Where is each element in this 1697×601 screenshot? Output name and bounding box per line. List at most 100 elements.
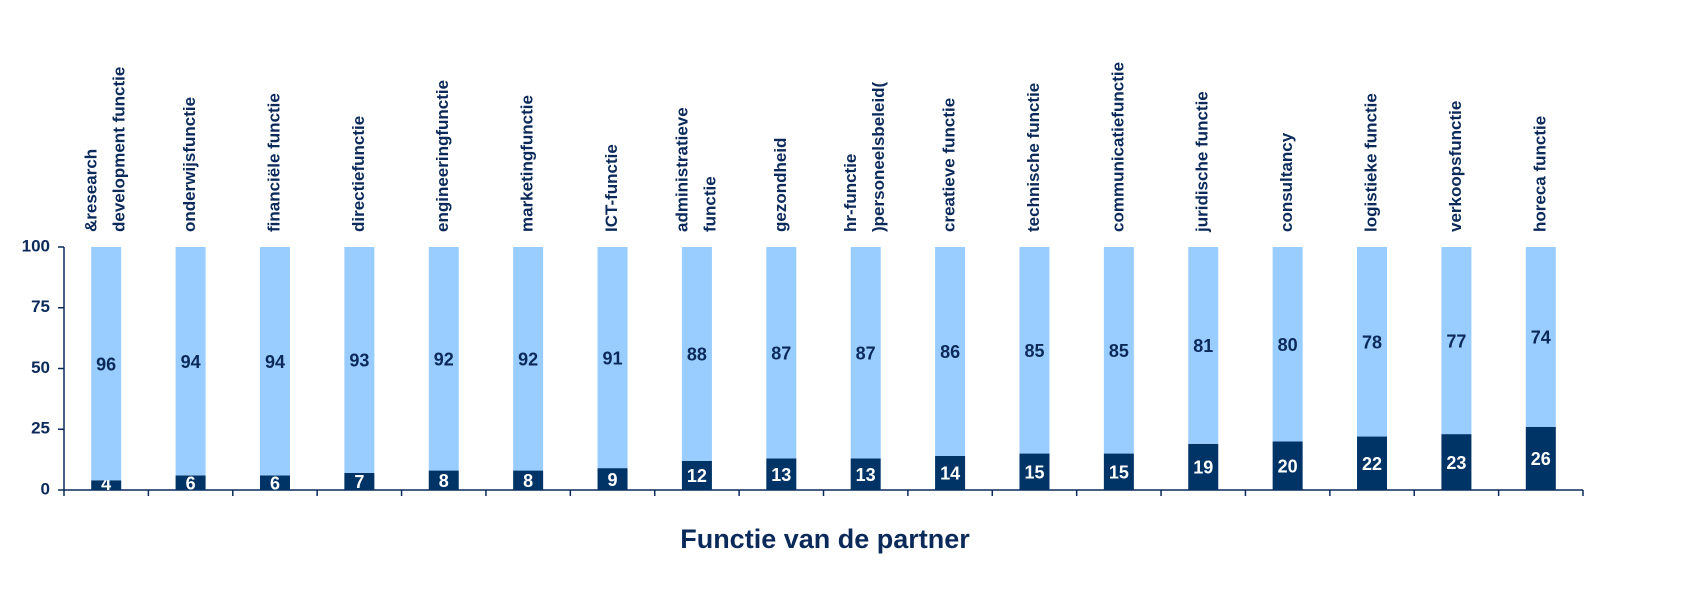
bar-segment [91,480,122,490]
x-tick-label: consultancy [1277,132,1296,232]
y-tick-label: 75 [31,297,50,316]
bar-segment [935,455,966,490]
x-tick-label: marketingfunctie [518,95,537,232]
bar-segment [1525,426,1556,490]
data-label: 8 [439,471,449,491]
bar-segment [428,247,459,471]
x-tick-label: verkoopsfunctie [1446,101,1465,232]
bar-segment [766,458,797,490]
data-label: 23 [1446,453,1466,473]
data-label: 8 [523,471,533,491]
data-label: 78 [1362,333,1382,353]
bar-segment [175,475,206,490]
bar-segment [259,475,290,490]
x-tick-label: )personeelsbeleid( [869,81,888,232]
data-label: 12 [687,466,707,486]
bar-segment [259,247,290,476]
bar-segment [1103,453,1134,490]
data-label: 20 [1278,456,1298,476]
data-label: 85 [1024,341,1044,361]
x-tick-label: directiefunctie [349,116,368,232]
bar-segment [1441,434,1472,490]
bar-segment [850,247,881,459]
data-label: 94 [181,352,201,372]
bar-segment [1357,247,1388,437]
data-label: 15 [1109,463,1129,483]
x-tick-label: technische functie [1024,83,1043,232]
data-label: 14 [940,464,960,484]
y-tick-label: 0 [41,479,50,498]
data-label: 6 [270,473,280,493]
x-tick-label: logistieke functie [1362,93,1381,232]
bar-segment [1019,247,1050,454]
bar-segment [1272,247,1303,442]
data-label: 22 [1362,454,1382,474]
data-label: 85 [1109,341,1129,361]
data-label: 77 [1446,331,1466,351]
bar-segment [175,247,206,476]
bar-segment [428,470,459,490]
bar-segment [597,468,628,490]
data-label: 13 [856,465,876,485]
data-label: 87 [856,343,876,363]
bar-segment [681,460,712,490]
x-tick-label: &research [82,149,101,232]
x-tick-label: development functie [110,67,129,232]
bar-segment [1525,247,1556,427]
x-tick-label: horeca functie [1530,116,1549,232]
x-tick-label: ICT-functie [602,144,621,232]
bar-segment [1357,436,1388,490]
x-tick-label: onderwijsfunctie [180,97,199,232]
data-label: 19 [1193,458,1213,478]
x-axis-title: Functie van de partner [680,524,970,554]
data-label: 94 [265,352,285,372]
data-label: 13 [771,465,791,485]
data-label: 80 [1278,335,1298,355]
y-tick-label: 25 [31,419,50,438]
bar-segment [1103,247,1134,454]
bar-segment [1188,247,1219,444]
data-label: 92 [434,350,454,370]
y-tick-label: 50 [31,358,50,377]
data-label: 9 [608,470,618,490]
bar-segment [344,472,375,490]
bar-segment [344,247,375,473]
bar-segment [91,247,122,481]
bar-segment [935,247,966,456]
x-tick-label: engineeringfunctie [433,80,452,232]
data-label: 26 [1531,449,1551,469]
data-label: 96 [96,354,116,374]
x-tick-label: communicatiefunctie [1108,62,1127,232]
x-tick-label: functie [700,176,719,232]
y-tick-label: 100 [22,236,50,255]
bar-segment [597,247,628,469]
data-label: 81 [1193,336,1213,356]
data-label: 91 [603,348,623,368]
data-label: 88 [687,345,707,365]
data-label: 7 [354,472,364,492]
bar-segment [513,470,544,490]
bar-segment [766,247,797,459]
data-label: 15 [1024,463,1044,483]
x-tick-label: creatieve functie [940,98,959,232]
x-tick-label: hr-functie [841,154,860,232]
data-label: 92 [518,350,538,370]
data-label: 87 [771,343,791,363]
bar-segment [850,458,881,490]
bar-segment [513,247,544,471]
data-label: 74 [1531,328,1551,348]
data-label: 93 [349,351,369,371]
bar-segment [1441,247,1472,435]
data-label: 4 [101,474,111,494]
data-label: 6 [186,473,196,493]
x-tick-label: financiële functie [264,93,283,232]
bar-segment [1272,441,1303,490]
bar-segment [1188,443,1219,490]
x-tick-label: administratieve [672,107,691,232]
bar-segment [1019,453,1050,490]
x-tick-label: juridische functie [1193,91,1212,233]
x-tick-label: gezondheid [771,138,790,232]
data-label: 86 [940,342,960,362]
bar-segment [681,247,712,461]
